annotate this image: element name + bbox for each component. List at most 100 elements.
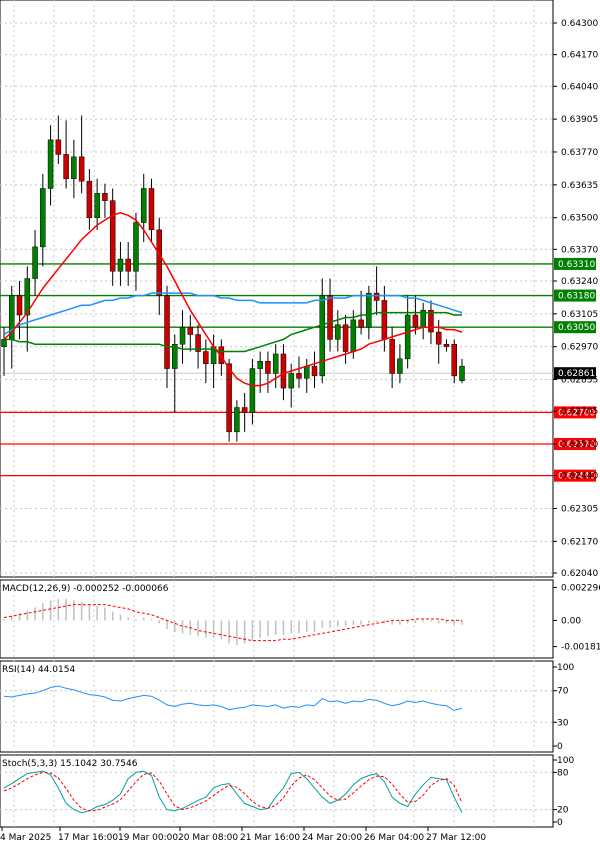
macd-signal-line <box>3 604 462 642</box>
ma-green-line <box>4 311 462 353</box>
candle-body <box>187 326 194 335</box>
level-label-box <box>554 321 596 334</box>
time-tick-label: 24 Mar 20:00 <box>302 833 362 843</box>
time-axis: 4 Mar 2025 17 Mar 16:00 19 Mar 00:00 20 Mar… <box>0 827 486 843</box>
stoch-title: Stoch(5,3,3) 15.1042 30.7546 <box>2 759 138 769</box>
candle-body <box>102 193 108 201</box>
price-panel-frame <box>0 0 554 578</box>
candle-body <box>1 339 7 347</box>
candle-body <box>412 314 419 328</box>
level-label: 0.62440 <box>558 472 595 482</box>
price-tick-label: 0.63905 <box>561 115 598 125</box>
candle-body <box>342 324 349 352</box>
rsi-tick-label: 100 <box>557 663 574 673</box>
rsi-tick-label: 30 <box>557 718 569 728</box>
macd-panel: 0.002296 0.00 -0.001817 <box>3 583 600 653</box>
price-tick-label: 0.63770 <box>561 148 598 158</box>
level-label: 0.62570 <box>558 440 595 450</box>
rsi-line <box>3 685 463 712</box>
candle-body <box>203 351 209 364</box>
candle-body <box>133 222 139 272</box>
candle-body <box>350 319 357 352</box>
rsi-panel-frame <box>0 660 554 753</box>
candle-body <box>78 156 85 182</box>
time-tick-label: 20 Mar 08:00 <box>178 833 238 843</box>
stoch-panel-frame <box>0 754 554 828</box>
price-tick-label: 0.63240 <box>561 277 598 287</box>
candle-body <box>389 339 395 374</box>
time-tick-label: 19 Mar 00:00 <box>118 833 178 843</box>
candle-body <box>140 188 147 223</box>
macd-tick-label: 0.00 <box>561 616 581 626</box>
stoch-tick-label: 100 <box>557 756 574 766</box>
price-tick-label: 0.62170 <box>561 537 598 547</box>
candle-body <box>164 295 170 369</box>
time-tick-label: 26 Mar 04:00 <box>364 833 424 843</box>
price-tick-label: 0.62040 <box>561 569 598 579</box>
candle-body <box>32 246 38 279</box>
candle-body <box>125 258 131 272</box>
candle-body <box>319 295 326 377</box>
time-tick-label: 17 Mar 16:00 <box>58 833 118 843</box>
candle-body <box>226 363 232 433</box>
candle-body <box>366 292 372 328</box>
price-tick-label: 0.62835 <box>561 376 598 386</box>
candle-body <box>459 365 465 381</box>
price-tick-label: 0.64300 <box>561 19 598 29</box>
candle-body <box>272 353 279 374</box>
candle-body <box>404 314 411 360</box>
candle-body <box>397 358 403 374</box>
price-tick-label: 0.63500 <box>561 214 598 224</box>
current-price-box <box>554 367 596 380</box>
price-tick-label: 0.64040 <box>561 82 598 92</box>
level-label-box <box>554 469 596 482</box>
ma-red-line <box>3 212 463 387</box>
level-label: 0.63310 <box>558 260 595 270</box>
candle-body <box>443 343 450 347</box>
level-label: 0.63180 <box>558 292 595 302</box>
ma-blue-line <box>3 292 463 336</box>
candle-body <box>234 407 240 433</box>
candle-body <box>265 361 271 374</box>
level-label-box <box>554 406 596 419</box>
candle-body <box>435 331 442 345</box>
macd-tick-label: 0.002296 <box>561 583 600 593</box>
price-levels: 0.63310 0.63180 0.63050 0.62700 0.62570 0.624… <box>0 257 596 482</box>
candle-body <box>381 300 388 340</box>
candle-body <box>109 200 116 272</box>
price-axis: 0.64300 0.64170 0.64040 0.63905 0.63770 0.636… <box>553 19 598 579</box>
candle-body <box>428 309 434 333</box>
rsi-tick-label: 0 <box>557 742 563 752</box>
candle-body <box>296 373 302 379</box>
candle-body <box>47 139 54 189</box>
stoch-tick-label: 0 <box>557 818 563 828</box>
candle-body <box>156 229 163 296</box>
candle-body <box>373 292 380 301</box>
time-tick-label: 27 Mar 12:00 <box>426 833 486 843</box>
candle-body <box>327 295 333 340</box>
candle-body <box>16 295 23 316</box>
price-tick-label: 0.64170 <box>561 51 598 61</box>
price-tick-label: 0.63105 <box>561 310 598 320</box>
candle-body <box>335 324 341 340</box>
candle-body <box>148 188 155 231</box>
candle-body <box>358 319 364 328</box>
current-price-label: 0.62861 <box>558 369 595 379</box>
price-tick-label: 0.63635 <box>561 181 598 191</box>
candle-body <box>94 193 100 218</box>
level-label-box <box>554 438 596 451</box>
price-tick-label: 0.62705 <box>561 407 598 417</box>
grid-lines <box>0 0 553 827</box>
candle-body <box>24 278 31 316</box>
price-tick-label: 0.62570 <box>561 440 598 450</box>
stoch-signal-line <box>3 771 463 812</box>
rsi-title: RSI(14) 44.0154 <box>2 665 75 675</box>
moving-average-lines <box>3 212 463 387</box>
level-label: 0.62700 <box>558 408 595 418</box>
level-label: 0.63050 <box>558 323 595 333</box>
price-tick-label: 0.62305 <box>561 505 598 515</box>
stoch-main-line <box>3 770 463 814</box>
stoch-tick-label: 80 <box>557 768 569 778</box>
stoch-tick-label: 20 <box>557 806 569 816</box>
